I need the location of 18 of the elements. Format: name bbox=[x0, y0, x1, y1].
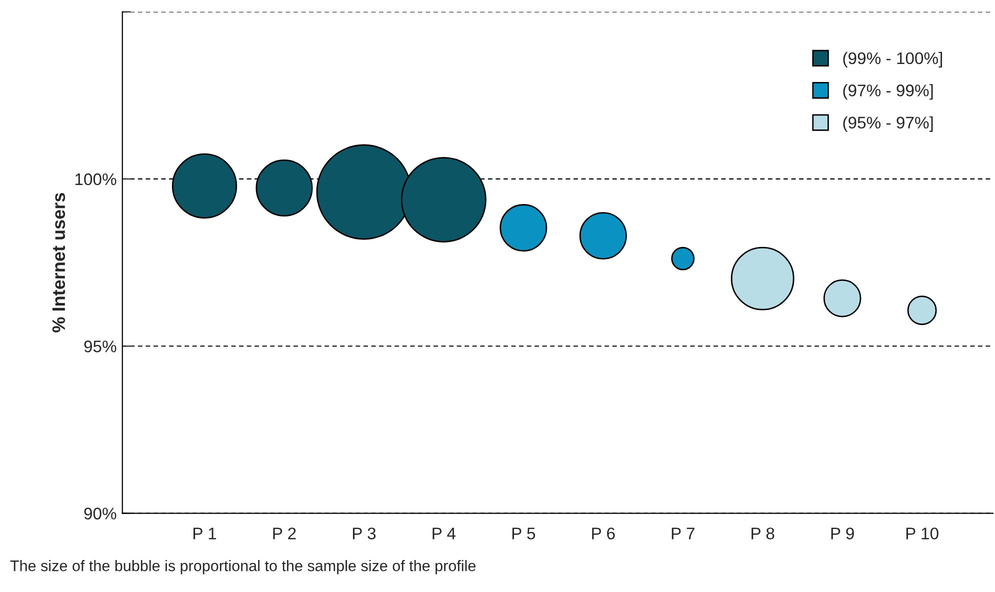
y-tick-label: 100% bbox=[75, 173, 116, 186]
legend-label: (95% - 97%] bbox=[843, 116, 933, 132]
x-tick-label: P 2 bbox=[273, 528, 296, 540]
y-tick-label: 95% bbox=[84, 340, 116, 352]
x-tick-label: P 1 bbox=[194, 528, 216, 540]
text: The size of the bubble is proportional to the sample size of the profile bbox=[10, 560, 476, 574]
y-tick-label: 90% bbox=[84, 508, 116, 520]
x-tick-label: P 9 bbox=[831, 528, 854, 540]
x-tick-label: P 4 bbox=[432, 528, 456, 540]
legend-label: (99% - 100%] bbox=[843, 52, 942, 68]
x-tick-label: P 5 bbox=[512, 528, 536, 540]
x-tick-label: P 6 bbox=[592, 528, 615, 540]
x-tick-label: P 8 bbox=[752, 528, 774, 540]
x-tick-label: P 10 bbox=[906, 528, 938, 540]
legend-label: (97% - 99%] bbox=[843, 84, 933, 100]
x-tick-label: P 3 bbox=[352, 528, 376, 540]
x-tick-label: P 7 bbox=[672, 528, 694, 540]
y-axis-title: % Internet users bbox=[52, 193, 66, 332]
